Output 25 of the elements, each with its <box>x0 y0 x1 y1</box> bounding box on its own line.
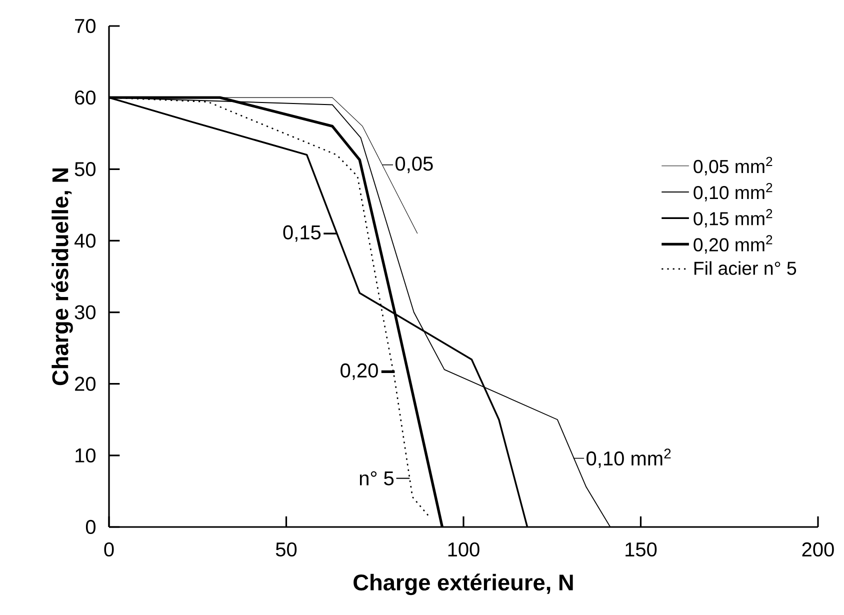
y-tick-label: 50 <box>74 162 96 176</box>
x-tick-label: 150 <box>626 542 657 557</box>
annotation: 0,15 <box>283 225 321 242</box>
legend-label: 0,05 mm$^{2}$ <box>694 156 772 176</box>
x-tick-label: 100 <box>448 542 480 557</box>
x-tick-label: 50 <box>276 542 297 557</box>
annotation: 0,20 <box>340 363 378 380</box>
legend-label: 0,10 mm$^{2}$ <box>694 182 772 202</box>
y-axis-title: Charge résiduelle, N <box>51 168 73 386</box>
y-tick-label: 30 <box>74 305 96 320</box>
legend-label: 0,15 mm$^{2}$ <box>694 209 772 228</box>
x-tick-label: 200 <box>802 542 834 557</box>
y-tick-label: 60 <box>75 90 96 105</box>
legend-label: Fil acier n° 5 <box>694 261 796 275</box>
y-tick-label: 10 <box>76 448 96 462</box>
annotation: n° 5 <box>360 471 394 486</box>
y-tick-label: 0 <box>86 520 96 534</box>
y-tick-label: 40 <box>74 234 96 248</box>
y-tick-label: 70 <box>75 18 96 34</box>
legend-label: 0,20 mm$^{2}$ <box>694 235 772 254</box>
x-axis-title: Charge extérieure, N <box>354 574 573 596</box>
annotation: 0,10 mm$^{2}$ <box>586 448 671 468</box>
annotation: 0,05 <box>395 156 433 174</box>
y-tick-label: 20 <box>75 376 96 391</box>
x-tick-label: 0 <box>104 542 114 557</box>
